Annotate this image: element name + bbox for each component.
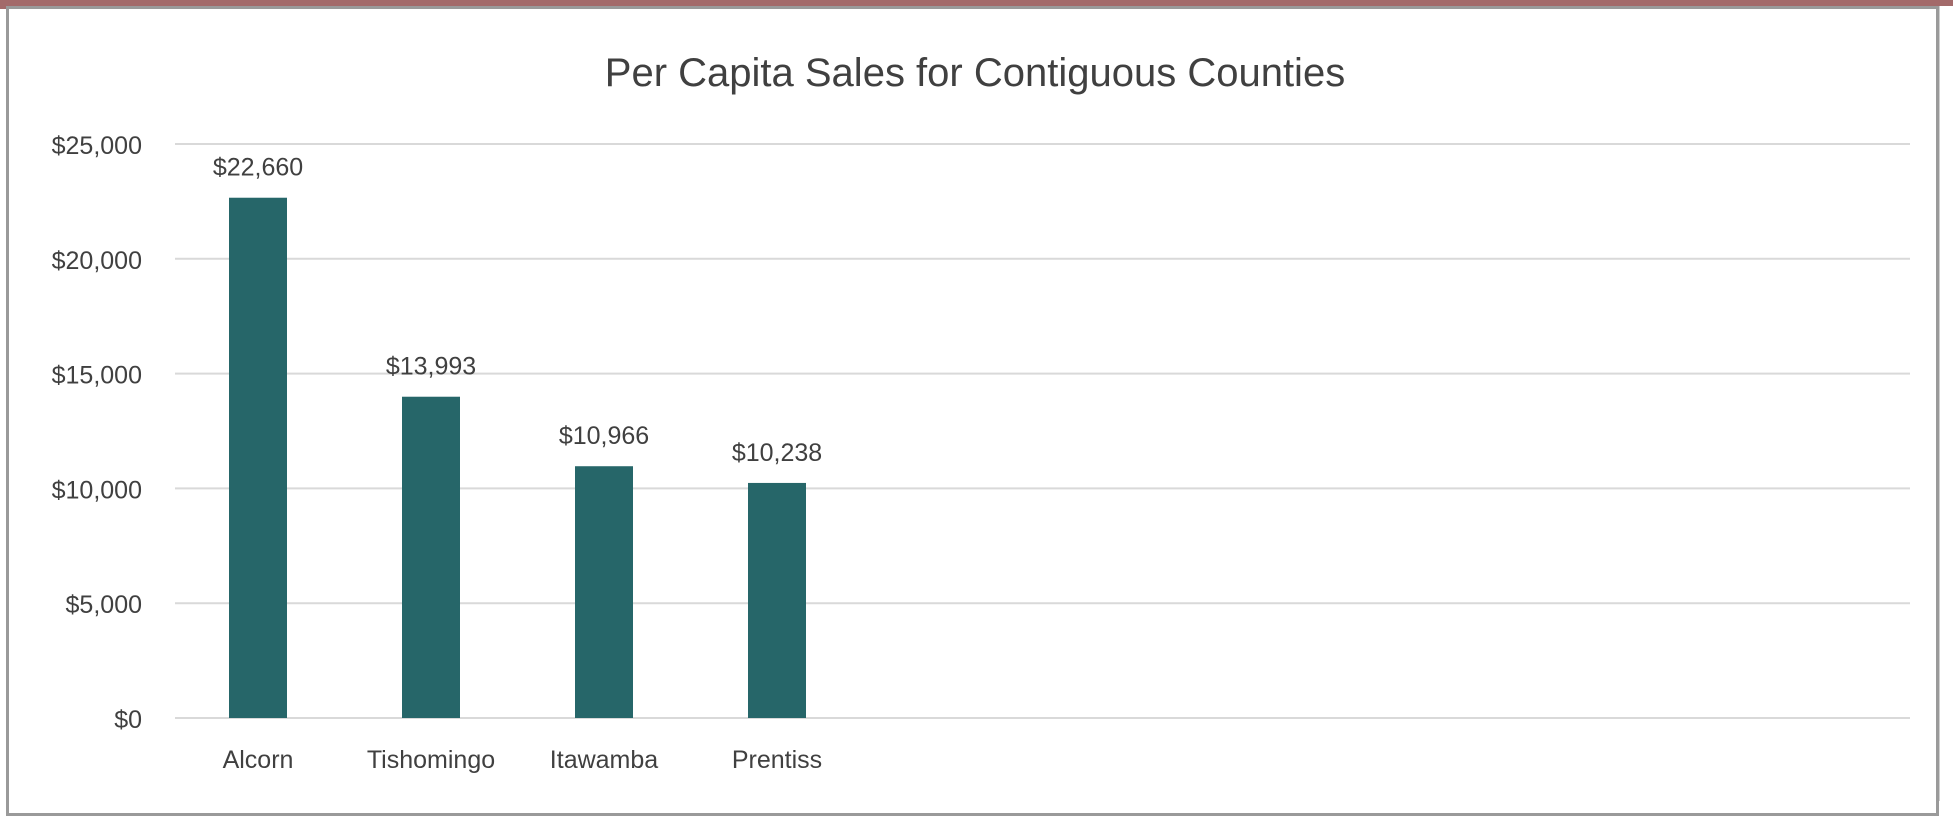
gridlines — [175, 143, 1910, 719]
bar — [402, 396, 460, 718]
x-axis-tick-labels: Alcorn Tishomingo Itawamba Prentiss — [223, 746, 823, 774]
x-tick-label: Tishomingo — [367, 746, 495, 774]
chart-border — [6, 6, 1939, 816]
x-tick-label: Alcorn — [223, 746, 294, 774]
x-tick-label: Prentiss — [732, 746, 822, 774]
bar — [748, 482, 806, 718]
bars — [229, 197, 806, 719]
data-label: $13,993 — [386, 353, 476, 381]
chart-title: Per Capita Sales for Contiguous Counties — [605, 51, 1345, 95]
y-axis-tick-labels: $0 $5,000 $10,000 $15,000 $20,000 $25,000 — [52, 132, 142, 734]
data-label: $10,238 — [732, 439, 822, 467]
x-tick-label: Itawamba — [550, 746, 658, 774]
y-tick-label: $25,000 — [52, 132, 142, 160]
y-tick-label: $15,000 — [52, 362, 142, 390]
top-border — [0, 0, 1953, 9]
data-label: $22,660 — [213, 154, 303, 182]
right-edge — [1939, 6, 1953, 801]
y-tick-label: $10,000 — [52, 476, 142, 504]
y-tick-label: $20,000 — [52, 247, 142, 275]
y-tick-label: $0 — [114, 706, 142, 734]
data-labels: $22,660 $13,993 $10,966 $10,238 — [213, 154, 822, 467]
bar — [229, 197, 287, 719]
y-tick-label: $5,000 — [66, 591, 142, 619]
data-label: $10,966 — [559, 422, 649, 450]
bar — [575, 466, 633, 718]
